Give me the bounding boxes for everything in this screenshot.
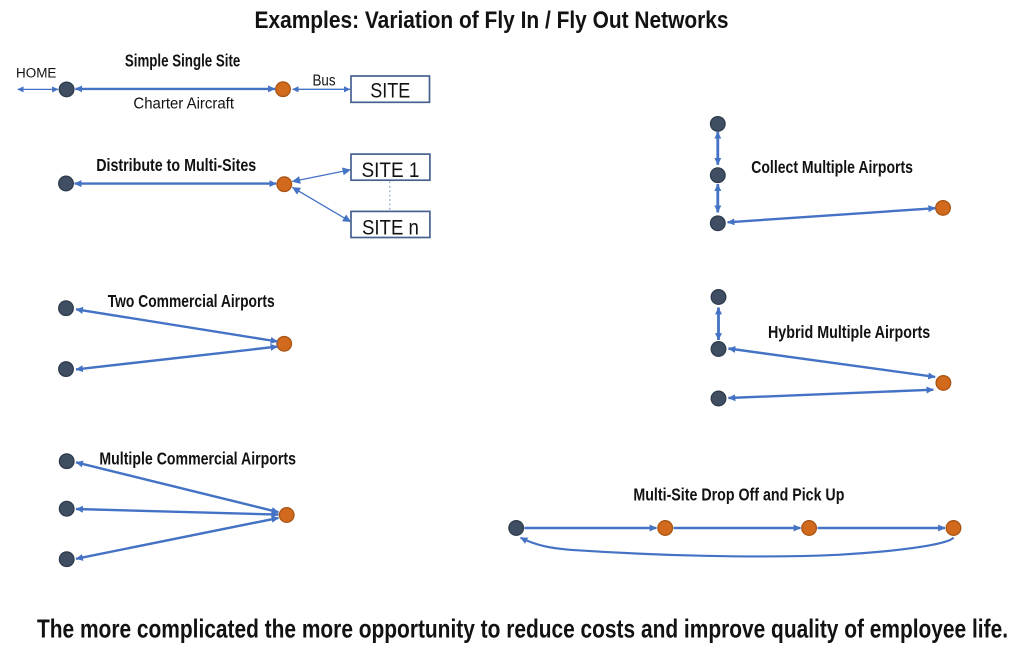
svg-text:Hybrid Multiple Airports: Hybrid Multiple Airports bbox=[768, 322, 930, 342]
svg-text:HOME: HOME bbox=[16, 66, 56, 81]
svg-text:SITE: SITE bbox=[370, 79, 410, 103]
svg-text:Examples: Variation of Fly In: Examples: Variation of Fly In / Fly Out … bbox=[255, 7, 729, 34]
svg-text:Two Commercial Airports: Two Commercial Airports bbox=[108, 291, 275, 311]
svg-text:Charter Aircraft: Charter Aircraft bbox=[133, 96, 234, 113]
svg-text:Distribute to Multi-Sites: Distribute to Multi-Sites bbox=[96, 155, 256, 175]
svg-text:Multiple Commercial Airports: Multiple Commercial Airports bbox=[99, 449, 296, 469]
svg-text:Multi-Site Drop Off and Pick U: Multi-Site Drop Off and Pick Up bbox=[633, 485, 844, 505]
svg-text:SITE 1: SITE 1 bbox=[361, 158, 419, 182]
svg-text:Bus: Bus bbox=[313, 73, 336, 90]
svg-text:The more complicated the more: The more complicated the more opportunit… bbox=[37, 616, 1008, 644]
svg-text:SITE n: SITE n bbox=[362, 216, 419, 240]
svg-text:Simple Single Site: Simple Single Site bbox=[125, 51, 241, 71]
svg-text:Collect Multiple Airports: Collect Multiple Airports bbox=[751, 157, 913, 177]
